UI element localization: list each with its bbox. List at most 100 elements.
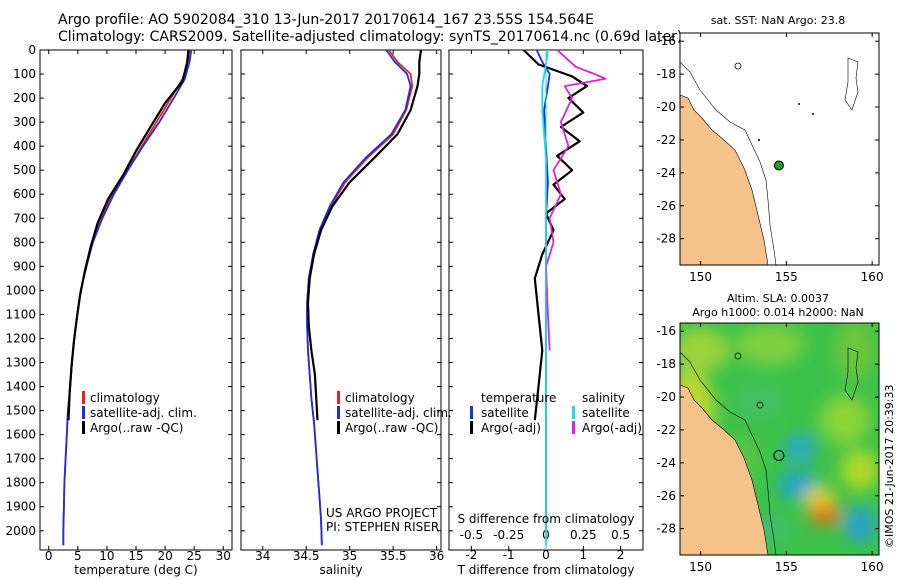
x-tick-label: 35 <box>342 549 357 563</box>
series-line <box>522 50 589 421</box>
island <box>798 103 800 105</box>
s-tick-label: 0.5 <box>611 528 630 542</box>
lon-tick-label: 150 <box>689 270 712 284</box>
legend-swatch-clim <box>337 391 340 404</box>
lat-tick-label: -22 <box>656 133 676 147</box>
lon-tick-label: 155 <box>775 560 798 574</box>
header-line2: Climatology: CARS2009. Satellite-adjuste… <box>58 29 682 45</box>
series-line <box>67 50 190 421</box>
sla-map-title1: Altim. SLA: 0.0037 <box>727 292 829 305</box>
legend-label: satellite-adj. clim. <box>90 406 197 420</box>
s-tick-label: 0.25 <box>570 528 597 542</box>
header-line1: Argo profile: AO 5902084_310 13-Jun-2017… <box>58 12 594 28</box>
temperature-x-axis: 0 5 10 15 20 25 30 <box>45 49 232 563</box>
salinity-panel-frame <box>240 49 442 551</box>
lon-tick-label: 160 <box>861 270 884 284</box>
temperature-series <box>62 50 193 546</box>
lat-tick-label: -16 <box>656 324 676 338</box>
legend-label: Argo(..raw -QC) <box>90 421 183 435</box>
depth-tick-label: 400 <box>13 139 36 153</box>
legend-label: climatology <box>345 391 415 405</box>
legend-swatch-t-argo <box>470 421 473 434</box>
legend-swatch-sat <box>82 406 85 419</box>
depth-tick-label: 300 <box>13 115 36 129</box>
sla-map <box>680 323 879 555</box>
depth-tick-label: 1900 <box>5 500 36 514</box>
depth-tick-label: 700 <box>13 211 36 225</box>
lat-tick-label: -28 <box>656 522 676 536</box>
salinity-x-axis: 34 34.5 35 35.5 36 <box>241 49 444 563</box>
reef-contour <box>844 347 859 401</box>
legend-label: Argo(-adj) <box>481 421 541 435</box>
shelf-contour <box>680 351 777 555</box>
sst-map-frame <box>679 32 880 266</box>
temperature-panel-frame <box>39 49 233 551</box>
x-tick-label: 34 <box>255 549 270 563</box>
lat-tick-label: -26 <box>656 489 676 503</box>
series-line <box>62 50 191 546</box>
legend-swatch-clim <box>82 391 85 404</box>
pi-annotation: PI: STEPHEN RISER <box>326 520 439 534</box>
sst-map-title: sat. SST: NaN Argo: 23.8 <box>711 14 845 27</box>
depth-tick-label: 1100 <box>5 307 36 321</box>
legend-title-salinity: salinity <box>582 391 625 405</box>
imos-watermark: ©IMOS 21-Jun-2017 20:39:33 <box>883 384 896 548</box>
salinity-xlabel: salinity <box>319 563 362 577</box>
argo-float-marker <box>773 160 784 171</box>
depth-tick-label: 500 <box>13 163 36 177</box>
depth-tick-label: 200 <box>13 91 36 105</box>
temperature-legend: climatology satellite-adj. clim. Argo(..… <box>82 391 197 435</box>
lat-tick-label: -18 <box>656 357 676 371</box>
x-tick-label: 35.5 <box>380 549 407 563</box>
lat-tick-label: -20 <box>656 100 676 114</box>
lat-tick-label: -20 <box>656 390 676 404</box>
lon-tick-label: 160 <box>861 560 884 574</box>
depth-tick-label: 1400 <box>5 380 36 394</box>
series-line <box>545 50 607 351</box>
legend-swatch-argo <box>82 421 85 434</box>
legend-swatch-s-sat <box>572 406 575 419</box>
legend-label: satellite-adj. clim. <box>345 406 452 420</box>
sst-map-axes: 150 155 160 -16 -18 -20 -22 -24 -26 -28 <box>656 33 884 284</box>
legend-swatch-sat <box>337 406 340 419</box>
difference-legend: temperature satellite Argo(-adj) salinit… <box>470 391 642 435</box>
island <box>812 113 814 115</box>
sla-map-frame <box>679 322 880 556</box>
legend-swatch-argo <box>337 421 340 434</box>
lat-tick-label: -24 <box>656 166 676 180</box>
legend-title-temperature: temperature <box>481 391 556 405</box>
depth-tick-label: 1200 <box>5 331 36 345</box>
legend-label: satellite <box>582 406 630 420</box>
lon-tick-label: 155 <box>775 270 798 284</box>
depth-tick-label: 1600 <box>5 428 36 442</box>
depth-tick-label: 1300 <box>5 356 36 370</box>
x-tick-label: 34.5 <box>293 549 320 563</box>
series-line <box>62 50 193 546</box>
project-annotation: US ARGO PROJECT <box>326 506 438 520</box>
legend-label: Argo(..raw -QC) <box>345 421 438 435</box>
difference-series <box>522 50 607 550</box>
lon-tick-label: 150 <box>689 560 712 574</box>
s-tick-label: -0.5 <box>460 528 483 542</box>
x-tick-label: 5 <box>74 549 82 563</box>
lat-tick-label: -22 <box>656 423 676 437</box>
depth-axis: 0 100 200 300 400 500 600 700 800 900 1000 1100 1200… <box>5 43 44 538</box>
temperature-xlabel: temperature (deg C) <box>74 563 197 577</box>
salinity-series <box>306 50 423 546</box>
island <box>758 139 760 141</box>
depth-tick-label: 2000 <box>5 524 36 538</box>
salinity-legend: climatology satellite-adj. clim. Argo(..… <box>337 391 452 435</box>
s-tick-label: -0.25 <box>493 528 524 542</box>
depth-tick-label: 1000 <box>5 283 36 297</box>
shelf-contour <box>680 61 777 265</box>
australia-land <box>680 384 769 555</box>
depth-tick-label: 1800 <box>5 476 36 490</box>
x-tick-label: 25 <box>187 549 202 563</box>
depth-tick-label: 1500 <box>5 404 36 418</box>
island <box>734 352 742 360</box>
x-tick-label: 1 <box>579 548 587 562</box>
argo-float-marker <box>773 449 785 461</box>
legend-label: climatology <box>90 391 160 405</box>
sla-map-title2: Argo h1000: 0.014 h2000: NaN <box>692 306 864 319</box>
island <box>756 401 764 409</box>
